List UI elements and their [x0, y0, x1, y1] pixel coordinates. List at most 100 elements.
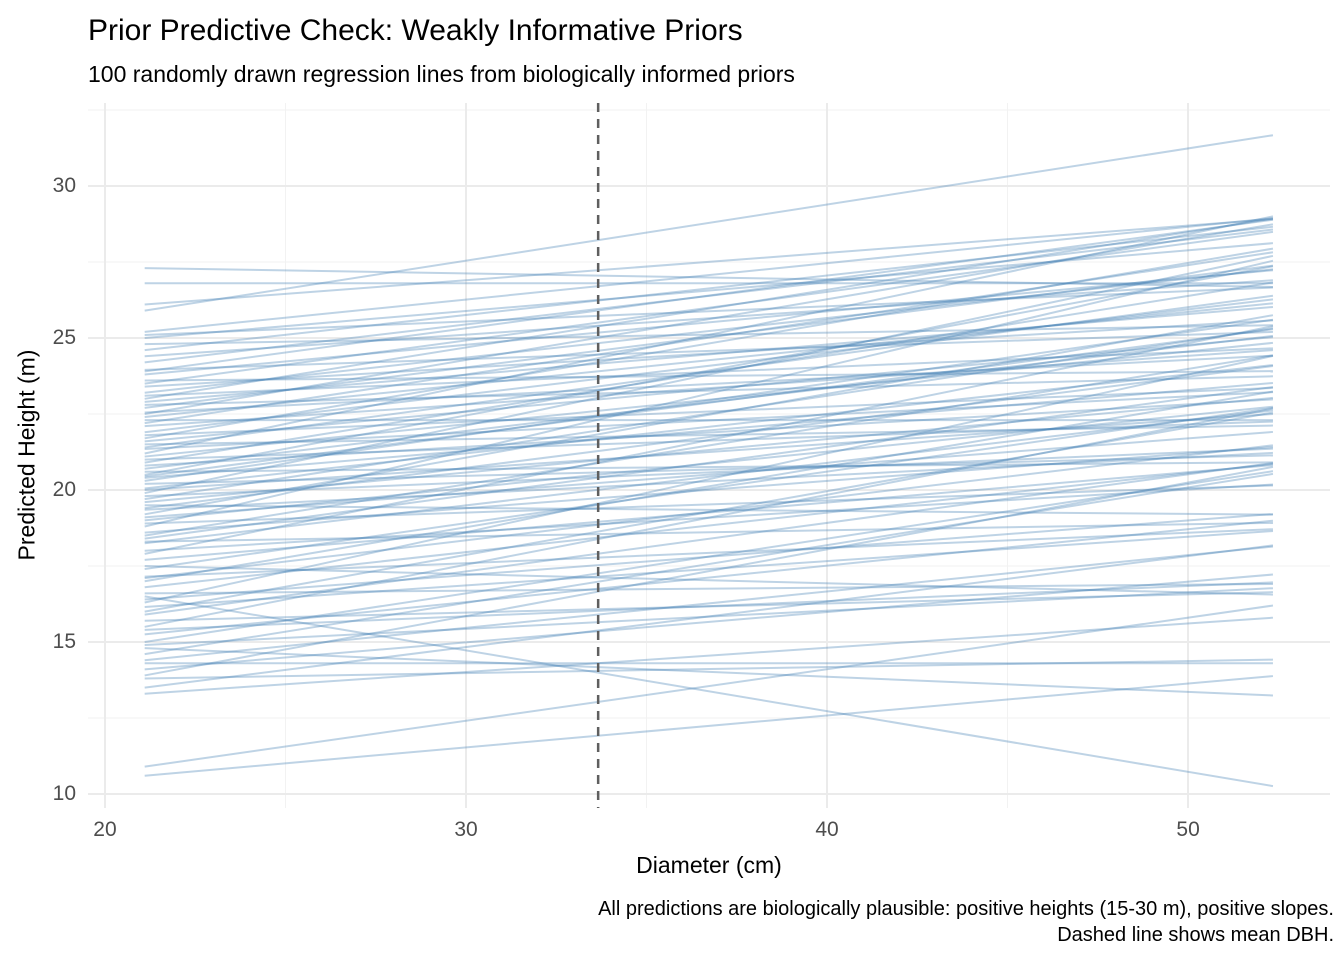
- prior-regression-line: [144, 616, 1274, 695]
- prior-regression-line: [144, 279, 1274, 358]
- prior-regression-line: [144, 265, 1274, 476]
- prior-regression-line: [144, 461, 1274, 616]
- prior-regression-line: [144, 430, 1274, 519]
- prior-regression-line: [144, 591, 1273, 622]
- prior-regression-line: [144, 217, 1274, 400]
- x-tick-label: 30: [454, 818, 478, 841]
- prior-regression-line: [144, 465, 1274, 677]
- prior-regression-line: [144, 407, 1274, 628]
- prior-regression-line: [144, 444, 1274, 580]
- prior-regression-line: [144, 268, 1274, 394]
- prior-regression-line: [144, 327, 1274, 501]
- prior-regression-line: [144, 364, 1274, 490]
- prior-regression-line: [144, 264, 1274, 409]
- prior-regression-line: [144, 381, 1274, 479]
- prior-regression-line: [144, 269, 1274, 376]
- y-axis-title: Predicted Height (m): [13, 349, 40, 561]
- prior-regression-line: [144, 217, 1274, 333]
- x-tick-label: 40: [815, 818, 839, 841]
- prior-regression-line: [144, 513, 1274, 601]
- prior-regression-line: [144, 267, 1273, 288]
- prior-regression-line: [144, 305, 1274, 403]
- prior-regression-line: [144, 225, 1274, 352]
- prior-regression-line: [144, 406, 1274, 571]
- prior-regression-line: [144, 528, 1273, 578]
- prior-regression-line: [144, 370, 1273, 382]
- prior-regression-line: [144, 298, 1274, 434]
- prior-regression-line: [144, 375, 1273, 406]
- prior-regression-line: [144, 462, 1274, 589]
- prior-regression-line: [144, 218, 1274, 306]
- prior-regression-line: [144, 573, 1274, 671]
- prior-regression-line: [144, 420, 1273, 461]
- prior-regression-line: [144, 565, 1273, 596]
- prior-regression-line: [144, 544, 1274, 689]
- plot-title: Prior Predictive Check: Weakly Informati…: [88, 14, 743, 47]
- prior-regression-line: [144, 409, 1274, 545]
- prior-regression-line: [144, 134, 1274, 312]
- prior-regression-line: [144, 658, 1273, 680]
- prior-regression-line: [144, 341, 1274, 458]
- prior-regression-line: [144, 405, 1274, 522]
- y-tick-label: 20: [52, 478, 76, 501]
- prior-regression-line: [144, 483, 1274, 552]
- prior-regression-line: [144, 294, 1274, 449]
- prior-regression-line: [144, 247, 1274, 440]
- y-tick-label: 15: [52, 630, 76, 653]
- prior-regression-line: [144, 328, 1274, 478]
- prior-regression-line: [144, 325, 1274, 555]
- prior-regression-line: [144, 424, 1273, 446]
- prior-regression-line: [144, 385, 1274, 540]
- plot-caption: All predictions are biologically plausib…: [598, 896, 1334, 948]
- prior-regression-line: [144, 484, 1273, 525]
- prior-regression-line: [144, 582, 1273, 595]
- prior-regression-line: [144, 354, 1274, 537]
- prior-regression-line: [144, 286, 1273, 336]
- prior-regression-line: [144, 581, 1273, 631]
- x-tick-label: 50: [1176, 818, 1200, 841]
- prior-regression-line: [144, 223, 1274, 415]
- prior-regression-line: [144, 454, 1273, 485]
- prior-regression-line: [144, 324, 1273, 346]
- prior-regression-line: [144, 396, 1274, 504]
- prior-regression-line: [144, 330, 1273, 371]
- prior-regression-line: [144, 336, 1274, 443]
- prior-regression-line: [144, 354, 1274, 604]
- prior-regression-line: [144, 242, 1274, 339]
- prior-regression-line: [144, 281, 1274, 464]
- prior-regression-line: [144, 519, 1274, 636]
- prior-regression-line: [144, 386, 1273, 437]
- caption-line-2: Dashed line shows mean DBH.: [1057, 924, 1334, 946]
- prior-regression-line: [144, 364, 1274, 510]
- prior-regression-line: [144, 349, 1274, 428]
- prior-regression-line: [144, 254, 1274, 495]
- prior-regression-line: [144, 521, 1273, 543]
- prior-regression-line: [144, 545, 1274, 662]
- prior-regression-line: [144, 451, 1274, 511]
- prior-regression-line: [144, 218, 1274, 373]
- prior-regression-line: [144, 319, 1274, 388]
- prior-regression-line: [144, 464, 1274, 561]
- prior-regression-line: [144, 228, 1274, 364]
- prior-regression-line: [144, 604, 1274, 768]
- prior-regression-line: [144, 318, 1274, 482]
- prior-regression-line: [144, 314, 1274, 516]
- prior-regression-line: [144, 472, 1274, 656]
- y-tick-label: 30: [52, 173, 76, 197]
- prior-regression-line: [144, 398, 1274, 467]
- prior-regression-line: [144, 470, 1274, 643]
- prior-regression-line: [144, 347, 1273, 397]
- prior-regression-line: [144, 461, 1273, 473]
- prior-regression-line: [144, 259, 1274, 528]
- prior-regression-line: [144, 647, 1273, 697]
- x-tick-label: 20: [93, 818, 117, 841]
- prior-regression-line: [144, 390, 1274, 583]
- y-tick-label: 25: [52, 326, 76, 349]
- prior-regression-line: [144, 446, 1274, 534]
- prior-regression-line: [144, 530, 1274, 609]
- prior-regression-line: [144, 215, 1274, 455]
- prior-regression-line: [144, 411, 1274, 613]
- prior-regression-line: [144, 587, 1274, 647]
